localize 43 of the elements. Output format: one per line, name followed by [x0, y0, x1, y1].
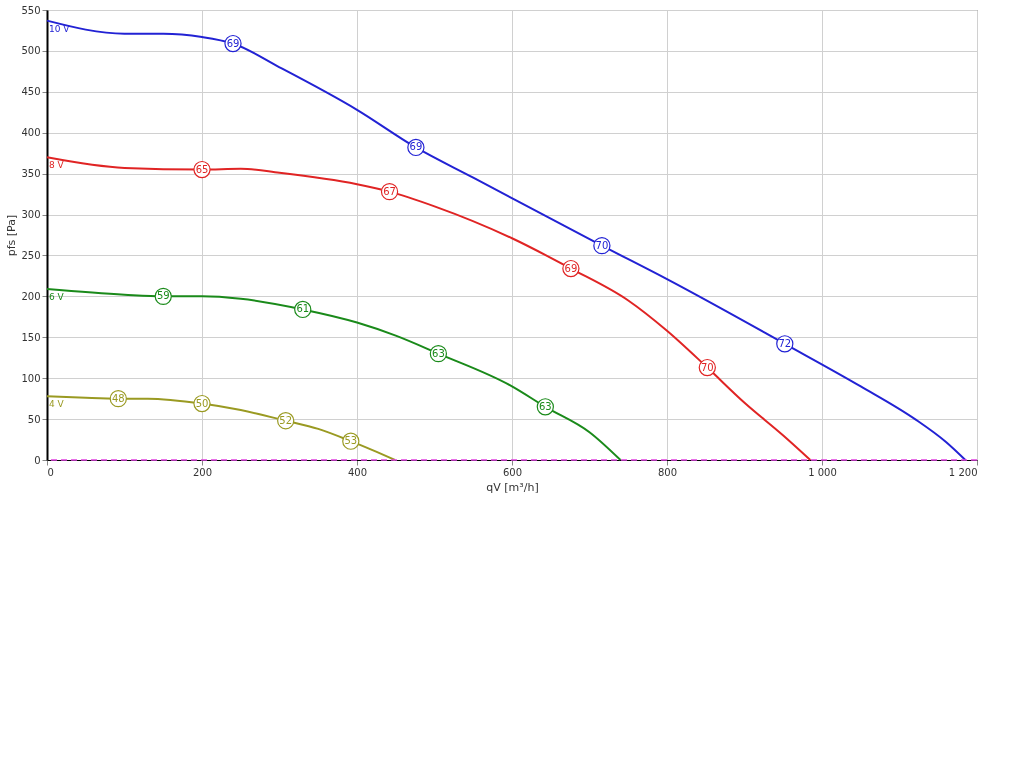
y-tick-label: 100	[21, 372, 41, 384]
line-series	[46, 19, 967, 461]
x-tick-label: 400	[347, 466, 368, 478]
annotation: 70	[700, 361, 714, 373]
annotation: 63	[538, 400, 552, 412]
annotation: 67	[383, 185, 396, 197]
y-tick-label: 250	[21, 249, 41, 261]
x-axis-title: qV [m³/h]	[486, 480, 539, 494]
annotation: 61	[296, 303, 310, 315]
y-tick-label: 300	[21, 209, 41, 221]
y-tick-label: 500	[21, 45, 41, 57]
y-tick-label: 150	[21, 331, 41, 343]
annotation: 59	[156, 290, 170, 302]
x-tick-label: 1 200	[948, 466, 978, 478]
annotation: 70	[595, 239, 609, 251]
x-tick-label: 200	[192, 466, 213, 478]
annotation: 48	[111, 392, 125, 404]
annotation: 72	[778, 337, 792, 349]
x-tick-label: 1 000	[808, 466, 837, 478]
annotation: 53	[344, 435, 358, 447]
y-tick-label: 550	[21, 4, 41, 16]
y-axis-title: pfs [Pa]	[5, 214, 19, 257]
y-tick-label: 350	[21, 168, 41, 180]
series-label: 4 V	[49, 399, 65, 410]
annotation: 52	[279, 414, 293, 426]
y-tick-label: 50	[27, 413, 41, 425]
annotation: 69	[226, 37, 240, 49]
x-tick-label: 0	[47, 466, 54, 478]
y-tick-label: 450	[21, 86, 41, 98]
y-tick-label: 0	[34, 454, 41, 466]
annotation: 65	[195, 163, 209, 175]
annotation: 69	[409, 141, 423, 153]
x-tick-label: 800	[657, 466, 678, 478]
line-series	[46, 156, 812, 461]
annotation: 63	[432, 347, 445, 359]
y-tick-label: 400	[21, 127, 41, 139]
annotation: 69	[564, 262, 578, 274]
series-label: 6 V	[49, 292, 65, 302]
y-tick-label: 200	[21, 290, 41, 302]
line-series	[46, 287, 622, 461]
series-label: 8 V	[49, 160, 65, 171]
x-tick-label: 600	[502, 466, 523, 478]
annotation: 50	[195, 397, 209, 409]
